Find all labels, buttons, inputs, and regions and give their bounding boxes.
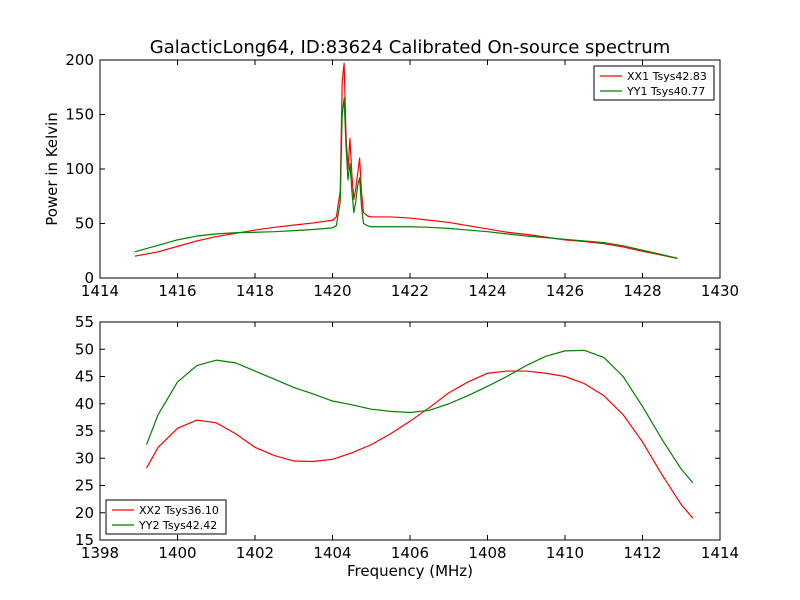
top-x-tick-label: 1414 (81, 282, 119, 300)
bottom-x-tick-label: 1406 (391, 544, 429, 562)
top-x-tick-label: 1428 (623, 282, 661, 300)
top-x-tick-label: 1416 (158, 282, 196, 300)
top-y-tick-label: 0 (84, 269, 94, 287)
bottom-y-tick-label: 25 (75, 477, 94, 495)
top-x-tick-label: 1418 (236, 282, 274, 300)
bottom-y-tick-label: 30 (75, 449, 94, 467)
bottom-y-tick-label: 20 (75, 504, 94, 522)
bottom-y-tick-label: 50 (75, 340, 94, 358)
bottom-y-tick-label: 15 (75, 531, 94, 549)
top-x-tick-label: 1430 (701, 282, 739, 300)
bottom-series-line-2 (145, 349, 694, 484)
top-chart-title: GalacticLong64, ID:83624 Calibrated On-s… (150, 37, 670, 58)
bottom-x-tick-label: 1412 (623, 544, 661, 562)
bottom-x-tick-label: 1410 (546, 544, 584, 562)
bottom-x-tick-label: 1414 (701, 544, 739, 562)
top-x-tick-label: 1424 (468, 282, 506, 300)
bottom-y-tick-label: 45 (75, 368, 94, 386)
bottom-y-tick-label: 55 (75, 313, 94, 331)
top-series-line-2 (134, 97, 678, 259)
bottom-legend-label-2: YY2 Tsys42.42 (138, 519, 217, 532)
bottom-x-tick-label: 1408 (468, 544, 506, 562)
bottom-x-axis-label: Frequency (MHz) (347, 562, 473, 580)
bottom-x-tick-label: 1404 (313, 544, 351, 562)
top-legend: XX1 Tsys42.83 YY1 Tsys40.77 (593, 65, 715, 101)
top-y-tick-label: 100 (65, 160, 94, 178)
bottom-y-tick-label: 40 (75, 395, 94, 413)
bottom-spectrum-panel: 1398 1400 1402 1404 1406 1408 1410 1412 1414 15 20… (75, 313, 739, 562)
bottom-legend-box (105, 499, 227, 535)
bottom-x-tick-label: 1400 (158, 544, 196, 562)
top-x-tick-label: 1420 (313, 282, 351, 300)
bottom-series-line-1 (145, 370, 694, 519)
bottom-y-tick-label: 35 (75, 422, 94, 440)
top-y-tick-label: 50 (75, 215, 94, 233)
top-x-tick-label: 1422 (391, 282, 429, 300)
top-y-tick-label: 200 (65, 51, 94, 69)
top-y-axis-label: Power in Kelvin (43, 112, 61, 226)
bottom-legend: XX2 Tsys36.10 YY2 Tsys42.42 (105, 499, 227, 535)
top-legend-box (593, 65, 715, 101)
top-legend-label-2: YY1 Tsys40.77 (626, 85, 705, 98)
top-y-tick-label: 150 (65, 106, 94, 124)
top-x-tick-label: 1426 (546, 282, 584, 300)
bottom-x-tick-label: 1402 (236, 544, 274, 562)
top-spectrum-panel: 1414 1416 1418 1420 1422 1424 1426 1428 1430 0 50 1… (65, 51, 739, 300)
bottom-legend-label-1: XX2 Tsys36.10 (139, 504, 219, 517)
top-legend-label-1: XX1 Tsys42.83 (627, 70, 707, 83)
bottom-x-tick-label: 1398 (81, 544, 119, 562)
